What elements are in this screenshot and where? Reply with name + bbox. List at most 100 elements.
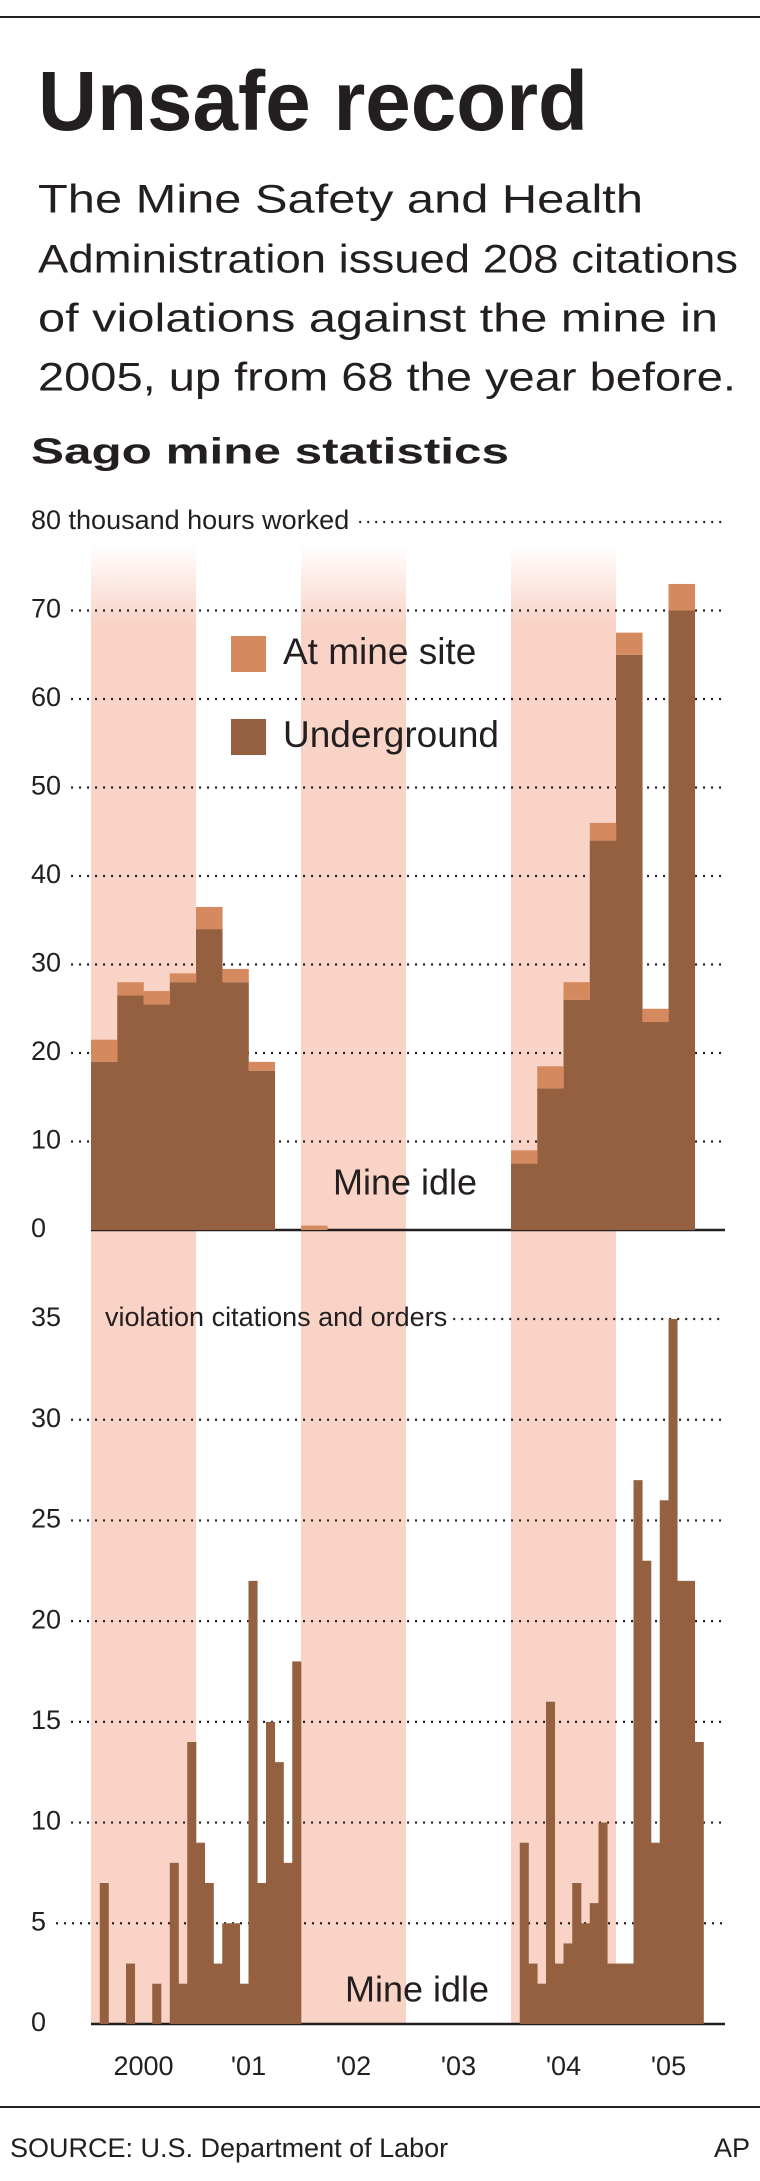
headline: Unsafe record xyxy=(38,54,588,148)
y-tick-label: 0 xyxy=(31,2007,46,2037)
bar-segment xyxy=(196,929,223,1230)
legend-swatch xyxy=(231,719,266,755)
bar xyxy=(659,1500,669,2024)
year-band xyxy=(511,545,616,2024)
y-tick-label: 15 xyxy=(31,1705,61,1735)
bar-segment xyxy=(642,1008,669,1023)
credit: AP xyxy=(714,2133,750,2163)
bar xyxy=(554,1963,564,2024)
bar-segment xyxy=(196,906,223,930)
legend-label: At mine site xyxy=(283,631,476,672)
x-tick-label: '02 xyxy=(336,2051,371,2081)
bar xyxy=(178,1983,188,2024)
bar-segment xyxy=(537,1088,564,1230)
bar xyxy=(231,1923,241,2024)
bar xyxy=(563,1943,573,2024)
bar-segment xyxy=(511,1163,538,1230)
y-tick-label: 25 xyxy=(31,1504,61,1534)
y-tick-label: 20 xyxy=(31,1604,61,1634)
bar xyxy=(204,1883,214,2024)
bar xyxy=(589,1903,599,2024)
bar xyxy=(537,1983,547,2024)
bar xyxy=(169,1862,179,2024)
y-tick-label: 35 xyxy=(31,1302,61,1332)
bar xyxy=(519,1842,529,2024)
bar xyxy=(624,1963,634,2024)
bar xyxy=(257,1883,267,2024)
chart-title: Sago mine statistics xyxy=(31,431,509,472)
bar-segment xyxy=(143,1004,171,1230)
year-band xyxy=(301,545,406,2024)
bar-segment xyxy=(248,1070,276,1230)
y-tick-label: 10 xyxy=(31,1806,61,1836)
bar xyxy=(598,1822,608,2024)
bar xyxy=(274,1762,284,2024)
y-tick-label: 40 xyxy=(31,859,61,889)
bar-segment xyxy=(91,1039,118,1062)
x-tick-label: '05 xyxy=(651,2051,686,2081)
annotation: Mine idle xyxy=(333,1162,477,1203)
x-tick-label: '01 xyxy=(231,2051,266,2081)
bar-segment xyxy=(222,968,249,983)
bar xyxy=(196,1842,206,2024)
bar xyxy=(668,1319,678,2024)
bar xyxy=(686,1580,696,2024)
bar-segment xyxy=(169,982,197,1230)
source: SOURCE: U.S. Department of Labor xyxy=(10,2133,448,2163)
bar-segment xyxy=(589,822,617,841)
y-tick-label: 80 thousand hours worked xyxy=(31,505,349,535)
bar xyxy=(283,1862,293,2024)
bar xyxy=(694,1742,704,2024)
bar-segment xyxy=(248,1061,276,1071)
bar-segment xyxy=(563,999,591,1230)
bar xyxy=(222,1923,232,2024)
y-tick-label: 60 xyxy=(31,682,61,712)
bar-segment xyxy=(563,982,591,1000)
y-tick-label: 70 xyxy=(31,594,61,624)
subtitle-line: 2005, up from 68 the year before. xyxy=(38,356,736,400)
y-tick-label: 30 xyxy=(31,1403,61,1433)
bar xyxy=(292,1661,302,2024)
bar-segment xyxy=(222,982,249,1230)
subtitle-line: The Mine Safety and Health xyxy=(38,178,643,222)
legend-swatch xyxy=(231,636,266,672)
bar xyxy=(677,1580,687,2024)
bar-segment xyxy=(589,840,617,1230)
legend-label: Underground xyxy=(283,714,499,755)
y-tick-label: 20 xyxy=(31,1036,61,1066)
bar-segment xyxy=(143,991,171,1005)
annotation: Mine idle xyxy=(345,1969,489,2010)
bar xyxy=(572,1883,582,2024)
bar-segment xyxy=(511,1150,538,1164)
bar xyxy=(248,1580,258,2024)
bar xyxy=(616,1963,626,2024)
x-tick-label: '04 xyxy=(546,2051,581,2081)
bar-segment xyxy=(537,1066,564,1089)
bar xyxy=(633,1480,643,2024)
subtitle-line: of violations against the mine in xyxy=(38,297,718,341)
bar xyxy=(266,1721,276,2024)
x-tick-label: 2000 xyxy=(113,2051,173,2081)
bar-segment xyxy=(616,654,643,1230)
y-tick-label: 30 xyxy=(31,948,61,978)
bar xyxy=(607,1963,617,2024)
bar-segment xyxy=(668,583,696,611)
y-tick-label: 5 xyxy=(31,1906,46,1936)
bar-segment xyxy=(668,610,696,1230)
bar xyxy=(152,1983,162,2024)
bar-segment xyxy=(117,995,144,1230)
bar xyxy=(126,1963,136,2024)
bar-segment xyxy=(642,1022,669,1230)
year-band xyxy=(91,545,196,2024)
y-tick-label: 0 xyxy=(31,1213,46,1243)
bar xyxy=(642,1560,652,2024)
bar xyxy=(581,1923,591,2024)
subtitle-line: Administration issued 208 citations xyxy=(38,238,738,282)
bar-segment xyxy=(91,1061,118,1230)
bar xyxy=(528,1963,538,2024)
y-tick-label: 50 xyxy=(31,771,61,801)
y-tick-label: 10 xyxy=(31,1125,61,1155)
bar xyxy=(187,1742,197,2024)
